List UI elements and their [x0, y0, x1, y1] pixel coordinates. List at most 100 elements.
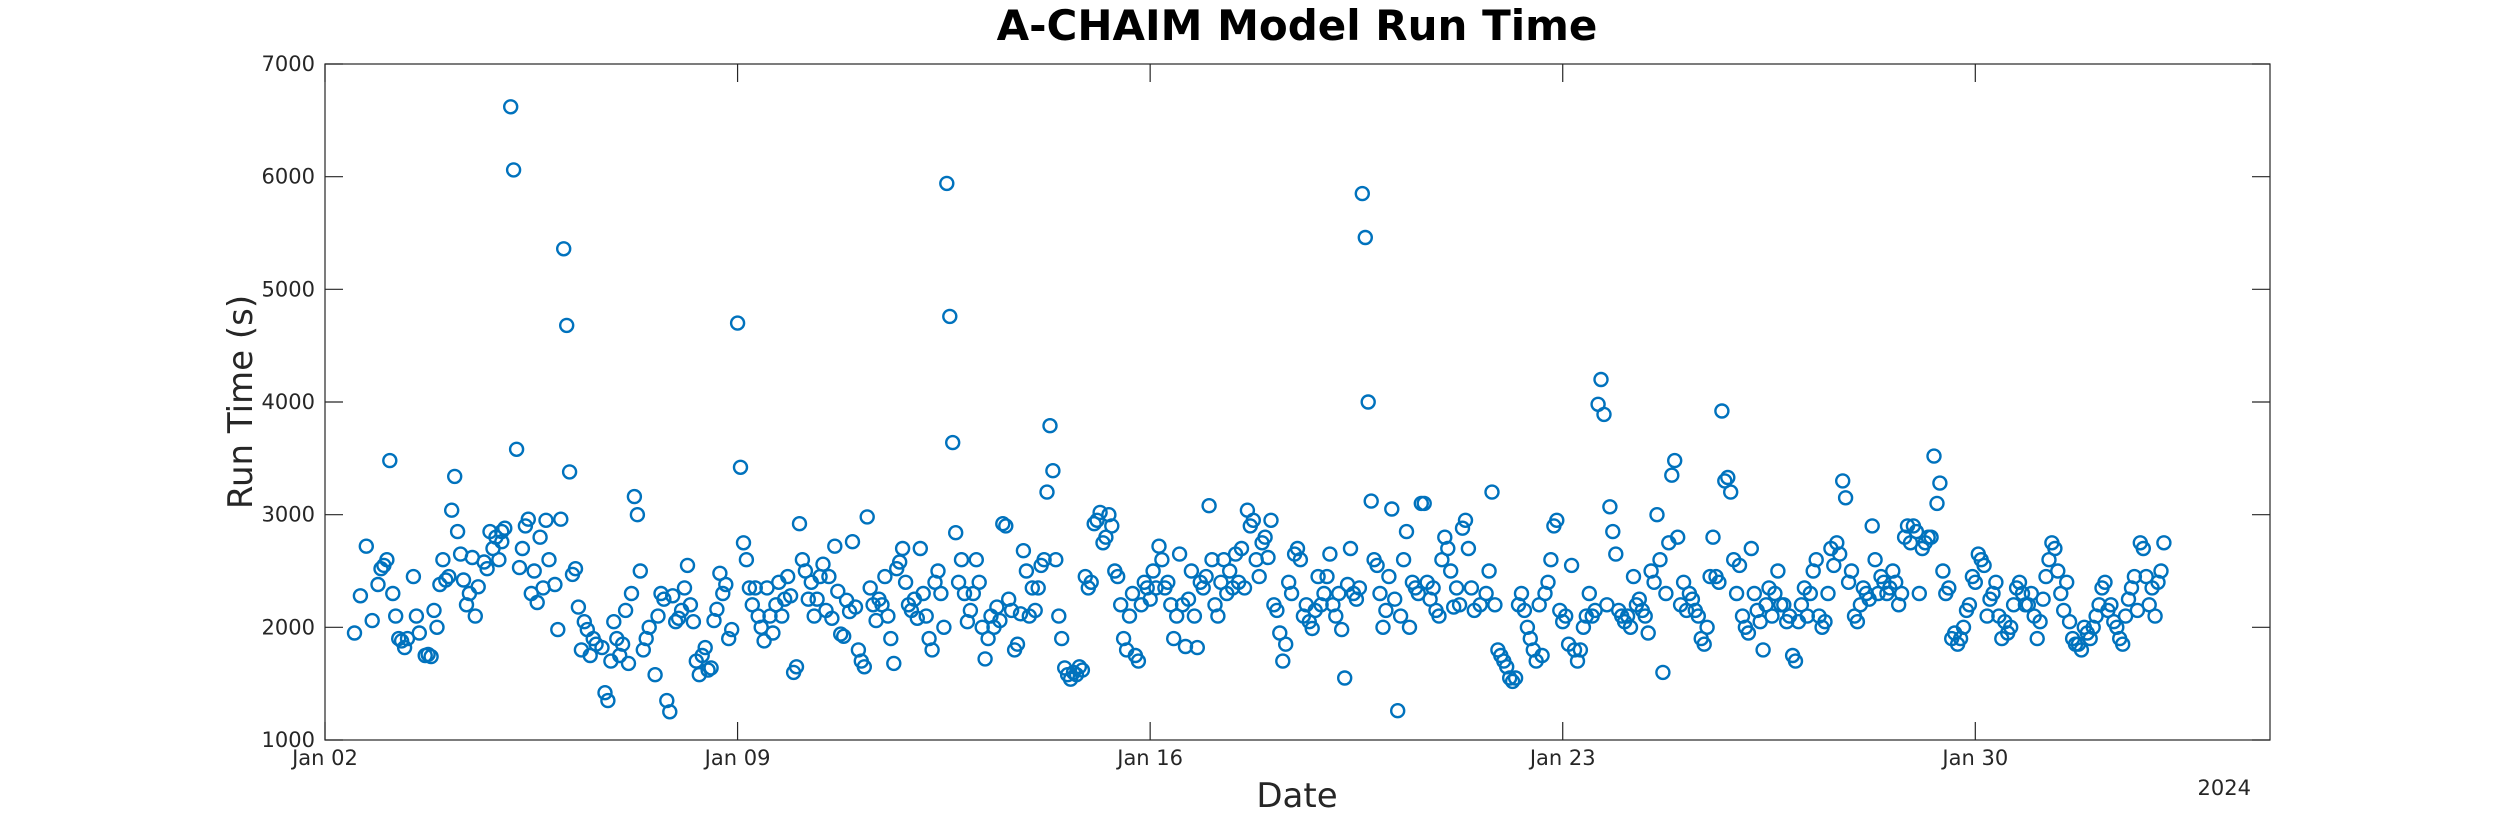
data-point [1457, 512, 1474, 528]
data-point [1048, 552, 1064, 568]
data-point [1755, 642, 1771, 658]
data-point [547, 576, 563, 593]
data-point [759, 580, 775, 596]
data-point [358, 538, 374, 554]
scatter-points [346, 99, 2172, 720]
data-point [1124, 585, 1141, 602]
data-point [1425, 580, 1441, 596]
data-point [1587, 602, 1603, 619]
data-point [800, 591, 816, 607]
data-point [1130, 653, 1147, 669]
data-point [1637, 608, 1653, 624]
data-point [561, 464, 578, 480]
data-point [1935, 563, 1951, 579]
data-point [735, 535, 752, 551]
data-point [1015, 543, 1032, 559]
data-point [1728, 585, 1745, 602]
data-point [647, 667, 663, 683]
data-point [1864, 518, 1880, 534]
data-point [1908, 523, 1925, 540]
data-point [626, 488, 643, 505]
data-point [1664, 467, 1680, 483]
data-point [1714, 403, 1730, 419]
data-point [514, 540, 531, 557]
data-point [679, 557, 696, 574]
data-point [930, 563, 946, 579]
data-point [2058, 574, 2075, 590]
x-tick-label: Jan 16 [1115, 746, 1183, 770]
data-point [632, 563, 648, 579]
data-point [1808, 552, 1824, 568]
data-point [897, 574, 914, 590]
data-point [444, 502, 460, 518]
data-point [774, 608, 790, 624]
data-point [379, 552, 395, 568]
data-point [1145, 563, 1161, 579]
data-point [1009, 636, 1026, 652]
data-point [995, 516, 1011, 532]
data-point [1442, 563, 1459, 579]
data-point [886, 655, 902, 672]
data-point [511, 559, 528, 576]
data-point [1658, 585, 1674, 602]
data-point [915, 585, 931, 602]
data-point [556, 241, 572, 257]
data-point [765, 625, 781, 641]
data-point [694, 647, 710, 664]
data-point [968, 552, 984, 568]
data-point [1372, 585, 1388, 602]
data-point [1743, 540, 1760, 557]
x-tick-label: Jan 23 [1528, 746, 1596, 770]
data-point [1045, 463, 1061, 479]
data-point [1357, 229, 1374, 246]
data-point [1834, 473, 1851, 489]
data-point [620, 655, 637, 672]
data-point [977, 651, 993, 667]
data-point [1083, 574, 1099, 590]
data-point [449, 523, 466, 540]
data-point [1669, 529, 1686, 545]
data-point [1746, 585, 1763, 602]
data-point [1955, 619, 1972, 635]
data-point [1292, 552, 1309, 568]
data-point [1395, 552, 1412, 568]
data-point [1171, 546, 1188, 562]
data-point [1351, 580, 1368, 596]
data-point [1484, 484, 1500, 500]
data-point [847, 599, 864, 615]
data-point [1319, 568, 1335, 585]
data-point [894, 540, 911, 557]
data-point [623, 585, 640, 602]
data-point [1089, 512, 1105, 528]
x-axis-label: Date [1256, 776, 1337, 816]
data-point [2023, 585, 2040, 602]
data-point [1342, 540, 1359, 557]
data-point [1036, 552, 1052, 568]
data-point [1112, 597, 1129, 613]
data-point [1534, 647, 1550, 664]
data-point [1563, 557, 1580, 574]
data-point [423, 648, 439, 665]
data-point [1189, 639, 1206, 656]
data-point [1410, 585, 1427, 602]
data-point [1699, 619, 1715, 635]
data-point [665, 588, 681, 604]
data-point [1820, 585, 1836, 602]
data-point [503, 99, 519, 115]
data-point [352, 588, 369, 604]
data-point [1690, 608, 1707, 624]
data-point [2103, 597, 2119, 613]
data-point [508, 441, 525, 457]
data-point [1941, 580, 1957, 596]
data-point [2035, 591, 2051, 607]
data-point [408, 608, 425, 624]
data-point [656, 591, 672, 607]
data-point [809, 591, 825, 607]
data-point [399, 630, 416, 647]
data-point [541, 552, 557, 568]
data-point [880, 608, 896, 624]
data-point [844, 534, 861, 550]
data-point [2038, 568, 2054, 585]
data-point [877, 568, 893, 585]
data-point [1867, 552, 1883, 568]
